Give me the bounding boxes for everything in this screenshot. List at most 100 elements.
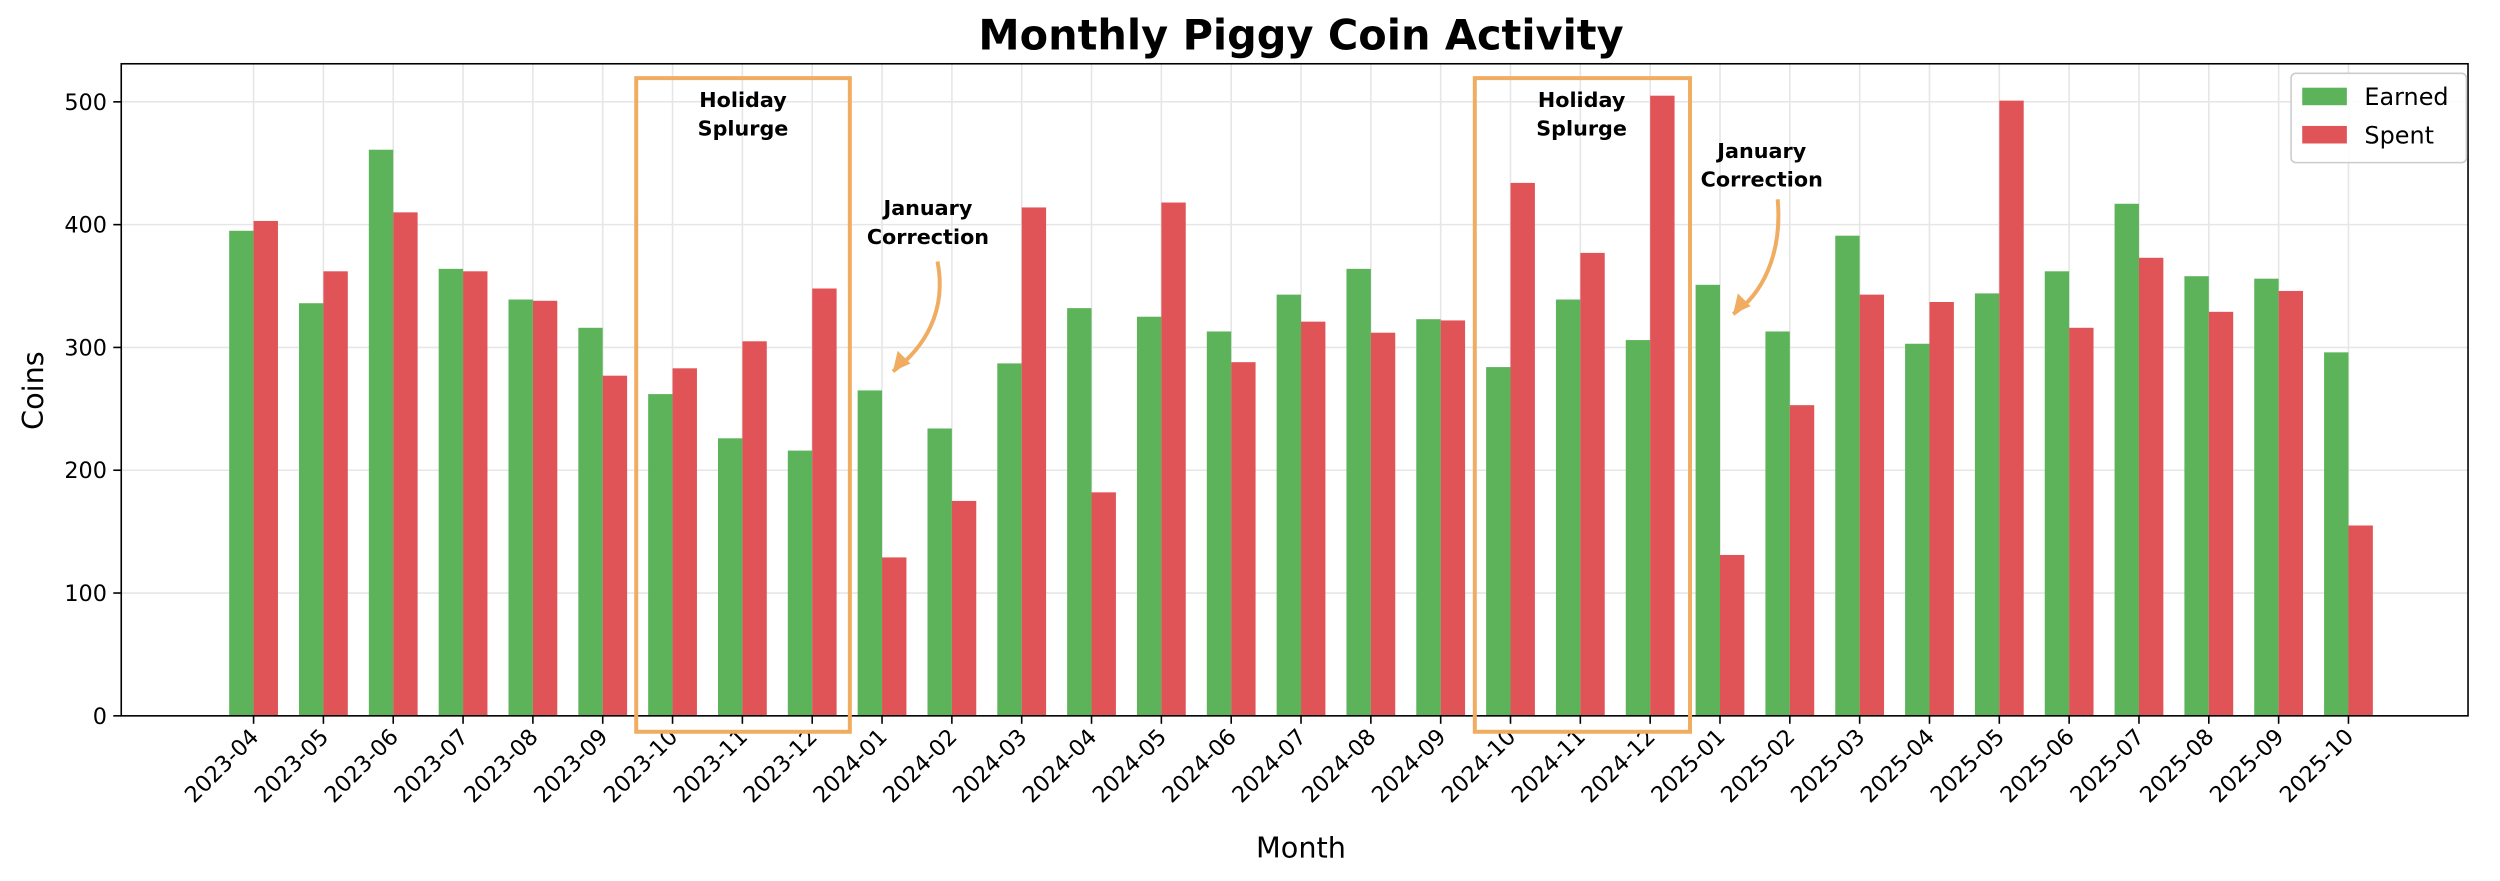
annotation-text: Splurge bbox=[1536, 117, 1627, 141]
x-tick-label: 2024-01 bbox=[808, 724, 892, 808]
bar bbox=[1999, 100, 2024, 716]
bar bbox=[2278, 290, 2304, 716]
x-tick-label: 2023-05 bbox=[250, 724, 334, 808]
bar bbox=[1789, 405, 1815, 716]
annotation-text: Splurge bbox=[698, 117, 789, 141]
bar bbox=[2208, 311, 2234, 716]
bar bbox=[578, 327, 603, 716]
y-tick-label: 0 bbox=[93, 704, 107, 730]
x-tick-label: 2025-05 bbox=[1926, 724, 2010, 808]
bar bbox=[1416, 319, 1441, 716]
bar bbox=[2184, 276, 2209, 716]
bar bbox=[1370, 332, 1396, 716]
bar bbox=[1136, 316, 1162, 716]
arrow-head bbox=[892, 350, 911, 372]
x-tick-label: 2025-10 bbox=[2275, 724, 2359, 808]
x-tick-label: 2024-11 bbox=[1507, 724, 1591, 808]
bar bbox=[2114, 203, 2139, 716]
bar bbox=[368, 149, 394, 716]
bar bbox=[2044, 271, 2070, 716]
x-tick-label: 2024-07 bbox=[1227, 724, 1311, 808]
x-tick-label: 2024-09 bbox=[1367, 724, 1451, 808]
bar bbox=[2069, 327, 2094, 716]
annotation-text: Holiday bbox=[1538, 88, 1626, 112]
x-tick-label: 2024-03 bbox=[948, 724, 1032, 808]
bar bbox=[648, 394, 673, 716]
x-tick-label: 2023-07 bbox=[389, 724, 473, 808]
annotation-text: January bbox=[882, 196, 973, 220]
x-tick-label: 2023-12 bbox=[739, 724, 823, 808]
bar bbox=[2348, 525, 2373, 716]
bar bbox=[1765, 331, 1790, 716]
annotation-text: Holiday bbox=[699, 88, 787, 112]
bar bbox=[1021, 207, 1047, 716]
bar bbox=[742, 341, 767, 716]
plot-frame bbox=[120, 62, 2469, 717]
x-tick-label: 2023-10 bbox=[599, 724, 683, 808]
bar bbox=[463, 271, 488, 716]
bar bbox=[857, 390, 883, 716]
bar bbox=[1276, 294, 1302, 716]
annotation-text: January bbox=[1715, 139, 1806, 163]
y-tick-label: 100 bbox=[64, 581, 107, 607]
bar bbox=[997, 363, 1022, 716]
y-tick-label: 300 bbox=[64, 335, 107, 361]
bar bbox=[1206, 331, 1232, 716]
x-tick-label: 2024-05 bbox=[1088, 724, 1172, 808]
bar bbox=[1555, 299, 1581, 716]
bar bbox=[672, 368, 697, 716]
x-tick-label: 2025-07 bbox=[2065, 724, 2149, 808]
bar bbox=[1905, 343, 1930, 716]
bar bbox=[323, 271, 348, 716]
y-tick-label: 500 bbox=[64, 90, 107, 116]
y-axis-label: Coins bbox=[16, 351, 50, 430]
bar bbox=[1625, 340, 1651, 716]
legend-swatch bbox=[2302, 125, 2347, 144]
x-tick-label: 2025-09 bbox=[2205, 724, 2289, 808]
bar bbox=[532, 300, 558, 716]
bar bbox=[1859, 294, 1885, 716]
bar bbox=[299, 303, 324, 716]
bar bbox=[1301, 321, 1326, 716]
x-axis-label: Month bbox=[1256, 831, 1346, 865]
arrow-head bbox=[1733, 293, 1751, 315]
chart-title: Monthly Piggy Coin Activity bbox=[978, 11, 1623, 59]
annotation-text: Correction bbox=[1701, 168, 1823, 192]
x-tick-label: 2024-06 bbox=[1158, 724, 1242, 808]
x-tick-label: 2024-02 bbox=[878, 724, 962, 808]
bar bbox=[1346, 268, 1371, 716]
x-tick-label: 2025-04 bbox=[1856, 724, 1940, 808]
bar bbox=[229, 230, 254, 716]
bar bbox=[508, 299, 533, 716]
bar bbox=[812, 288, 837, 716]
x-tick-label: 2024-04 bbox=[1018, 724, 1102, 808]
bar bbox=[1161, 202, 1186, 716]
bar bbox=[1231, 362, 1256, 716]
x-tick-label: 2025-06 bbox=[1995, 724, 2079, 808]
bar bbox=[1835, 235, 1860, 716]
y-tick-label: 400 bbox=[64, 213, 107, 239]
annotation-box bbox=[1472, 76, 1693, 734]
bar bbox=[1091, 492, 1116, 716]
bar bbox=[253, 220, 278, 716]
bar bbox=[393, 212, 418, 716]
bar bbox=[1974, 293, 2000, 716]
bar bbox=[882, 557, 907, 716]
bar bbox=[927, 428, 952, 716]
bar bbox=[1486, 367, 1511, 716]
bar bbox=[1650, 95, 1675, 716]
legend-label: Spent bbox=[2364, 121, 2434, 149]
bar bbox=[1440, 320, 1466, 716]
x-tick-label: 2025-02 bbox=[1716, 724, 1800, 808]
bar bbox=[787, 450, 813, 716]
bar bbox=[951, 500, 977, 716]
x-tick-label: 2023-06 bbox=[320, 724, 404, 808]
x-tick-label: 2025-03 bbox=[1786, 724, 1870, 808]
bar bbox=[438, 268, 464, 716]
x-tick-label: 2025-08 bbox=[2135, 724, 2219, 808]
bar bbox=[2138, 257, 2164, 716]
y-tick-label: 200 bbox=[64, 458, 107, 484]
bar bbox=[1929, 302, 1954, 716]
bar bbox=[2324, 352, 2349, 716]
